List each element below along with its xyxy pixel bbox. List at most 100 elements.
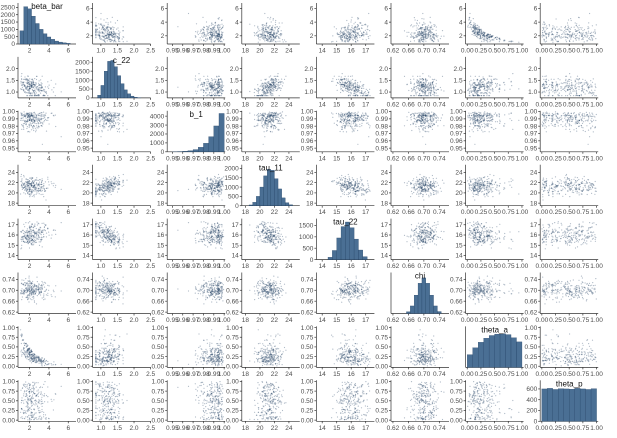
scatter-point xyxy=(205,37,207,39)
scatter-point xyxy=(571,33,573,35)
scatter-point xyxy=(206,80,208,83)
scatter-point xyxy=(441,75,444,77)
scatter-point xyxy=(556,89,558,91)
scatter-point xyxy=(274,33,276,35)
scatter-point xyxy=(272,38,274,40)
scatter-point xyxy=(474,23,476,25)
scatter-point xyxy=(221,83,223,85)
scatter-point xyxy=(107,35,109,37)
scatter-point xyxy=(113,124,115,126)
scatter-point xyxy=(344,30,346,32)
scatter-point xyxy=(187,91,190,93)
scatter-point xyxy=(211,91,213,93)
scatter-point xyxy=(273,33,275,35)
scatter-point xyxy=(403,30,406,32)
scatter-point xyxy=(218,34,220,36)
scatter-point xyxy=(267,85,269,87)
scatter-point xyxy=(344,27,346,29)
histogram-bar xyxy=(203,143,209,152)
scatter-point xyxy=(273,35,275,37)
scatter-point xyxy=(593,93,595,95)
scatter-point xyxy=(271,28,273,30)
scatter-point xyxy=(269,32,271,34)
scatter-point xyxy=(479,89,481,91)
scatter-point xyxy=(347,88,349,90)
scatter-point xyxy=(354,31,356,33)
scatter-point xyxy=(567,80,569,82)
scatter-point xyxy=(205,87,207,89)
scatter-point xyxy=(194,78,196,80)
scatter-point xyxy=(542,30,544,32)
scatter-point xyxy=(336,124,338,127)
scatter-point xyxy=(359,36,361,39)
scatter-point xyxy=(347,78,349,80)
scatter-point xyxy=(113,112,115,114)
scatter-point xyxy=(112,32,114,34)
scatter-point xyxy=(95,33,97,36)
scatter-point xyxy=(261,30,263,32)
scatter-point xyxy=(109,34,111,36)
scatter-point xyxy=(267,40,269,42)
scatter-point xyxy=(423,21,425,23)
scatter-point xyxy=(581,85,583,87)
scatter-point xyxy=(254,95,256,97)
panel-b_1-c_22: 1.0 1.5 2.0 2.50.950.960.970.980.991.00 xyxy=(77,109,156,163)
x-tick-label: 0.62 xyxy=(387,48,400,55)
scatter-point xyxy=(352,78,354,80)
scatter-point xyxy=(270,112,272,114)
scatter-point xyxy=(437,88,439,91)
scatter-point xyxy=(550,89,552,91)
scatter-point xyxy=(274,82,277,84)
scatter-point xyxy=(260,95,262,97)
y-tick-label: 0 xyxy=(11,41,15,48)
scatter-point xyxy=(221,87,223,89)
scatter-point xyxy=(499,38,501,40)
x-tick-label: 16 xyxy=(348,155,356,162)
scatter-point xyxy=(218,36,220,38)
scatter-point xyxy=(571,83,573,85)
scatter-point xyxy=(484,89,486,91)
scatter-point xyxy=(101,31,103,33)
scatter-point xyxy=(364,95,366,97)
scatter-point xyxy=(210,31,212,33)
x-tick-label: 2.5 xyxy=(146,101,155,108)
scatter-point xyxy=(264,136,266,138)
scatter-point xyxy=(275,33,277,35)
scatter-point xyxy=(32,126,34,128)
scatter-point xyxy=(274,21,277,23)
scatter-point xyxy=(352,112,354,114)
scatter-point xyxy=(218,30,220,32)
scatter-point xyxy=(45,130,48,132)
scatter-point xyxy=(21,118,23,120)
scatter-point xyxy=(474,88,476,90)
scatter-point xyxy=(108,38,110,41)
scatter-point xyxy=(30,86,33,88)
scatter-point xyxy=(468,87,470,89)
histogram-bar xyxy=(35,23,40,45)
scatter-point xyxy=(40,79,42,81)
scatter-point xyxy=(262,35,265,37)
scatter-point xyxy=(219,84,221,86)
x-tick-label: 0.75 xyxy=(502,48,515,55)
scatter-point xyxy=(416,36,418,38)
scatter-point xyxy=(582,90,584,92)
histogram-bar xyxy=(100,85,105,99)
scatter-point xyxy=(352,33,354,36)
scatter-point xyxy=(204,34,206,36)
scatter-point xyxy=(595,86,597,89)
scatter-point xyxy=(415,29,417,31)
scatter-point xyxy=(264,38,266,40)
scatter-point xyxy=(577,29,579,31)
scatter-point xyxy=(273,36,275,38)
scatter-point xyxy=(275,19,277,22)
scatter-point xyxy=(216,38,218,40)
scatter-point xyxy=(354,89,356,91)
scatter-point xyxy=(101,39,103,41)
scatter-point xyxy=(504,89,506,91)
scatter-point xyxy=(343,33,345,35)
scatter-point xyxy=(345,29,347,31)
scatter-point xyxy=(97,116,99,119)
scatter-point xyxy=(211,35,213,37)
scatter-point xyxy=(412,75,414,77)
scatter-point xyxy=(254,25,256,27)
